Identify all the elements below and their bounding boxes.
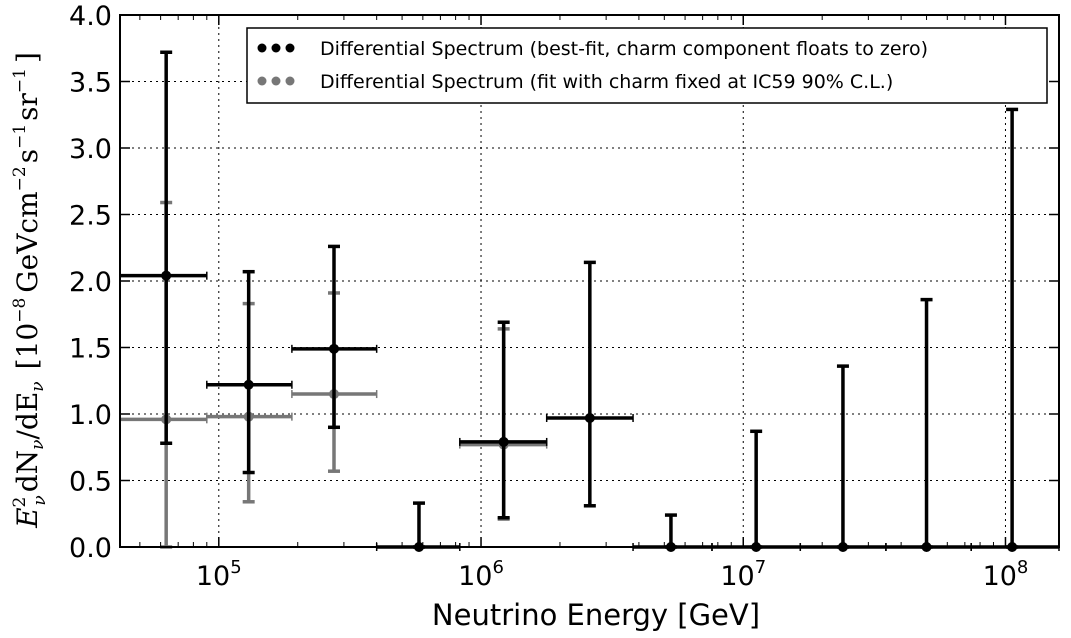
- charm-fixed-point: [119, 200, 208, 549]
- data-marker: [498, 436, 509, 447]
- y-tick-label: 2.0: [69, 267, 112, 298]
- y-tick-label: 1.0: [69, 400, 112, 431]
- legend-marker-best-fit: [257, 43, 295, 53]
- x-axis-title: Neutrino Energy [GeV]: [432, 598, 760, 632]
- best-fit-point: [459, 320, 548, 520]
- series-best-fit: [119, 50, 1060, 552]
- y-axis-title: E2νdNν/dEν[10−8GeVcm−2s−1sr−1]: [10, 52, 50, 529]
- best-fit-point: [885, 297, 972, 552]
- best-fit-point: [206, 269, 293, 475]
- data-marker: [328, 343, 339, 354]
- legend-label-charm-fixed: Differential Spectrum (fit with charm fi…: [320, 71, 893, 93]
- x-tick-labels: 105 106 107 108: [196, 557, 1028, 592]
- best-fit-point: [119, 50, 208, 446]
- x-tick-label: 107: [720, 557, 766, 592]
- legend-box: [246, 27, 1048, 104]
- y-tick-label: 3.5: [69, 68, 112, 99]
- best-fit-point: [711, 429, 802, 552]
- y-tick-label: 0.5: [69, 467, 112, 498]
- x-tick-label: 105: [196, 557, 242, 592]
- y-tick-label: 3.0: [69, 134, 112, 165]
- data-marker: [584, 412, 595, 423]
- legend-marker-charm-fixed: [257, 76, 295, 86]
- legend: Differential Spectrum (best-fit, charm c…: [246, 27, 1048, 104]
- legend-label-best-fit: Differential Spectrum (best-fit, charm c…: [320, 38, 928, 60]
- best-fit-point: [799, 364, 887, 552]
- y-tick-label: 0.0: [69, 533, 112, 564]
- y-tick-label: 2.5: [69, 201, 112, 232]
- data-marker: [243, 379, 254, 390]
- best-fit-point: [970, 107, 1060, 552]
- x-tick-label: 108: [983, 557, 1029, 592]
- plot-frame: [119, 14, 1060, 548]
- y-tick-label: 4.0: [69, 1, 112, 32]
- y-tick-label: 1.5: [69, 334, 112, 365]
- best-fit-point: [375, 501, 461, 552]
- data-marker: [161, 270, 172, 281]
- y-tick-labels: 0.0 0.5 1.0 1.5 2.0 2.5 3.0 3.5 4.0: [69, 1, 112, 564]
- best-fit-point: [545, 260, 634, 508]
- best-fit-point: [291, 244, 378, 430]
- x-tick-label: 106: [458, 557, 504, 592]
